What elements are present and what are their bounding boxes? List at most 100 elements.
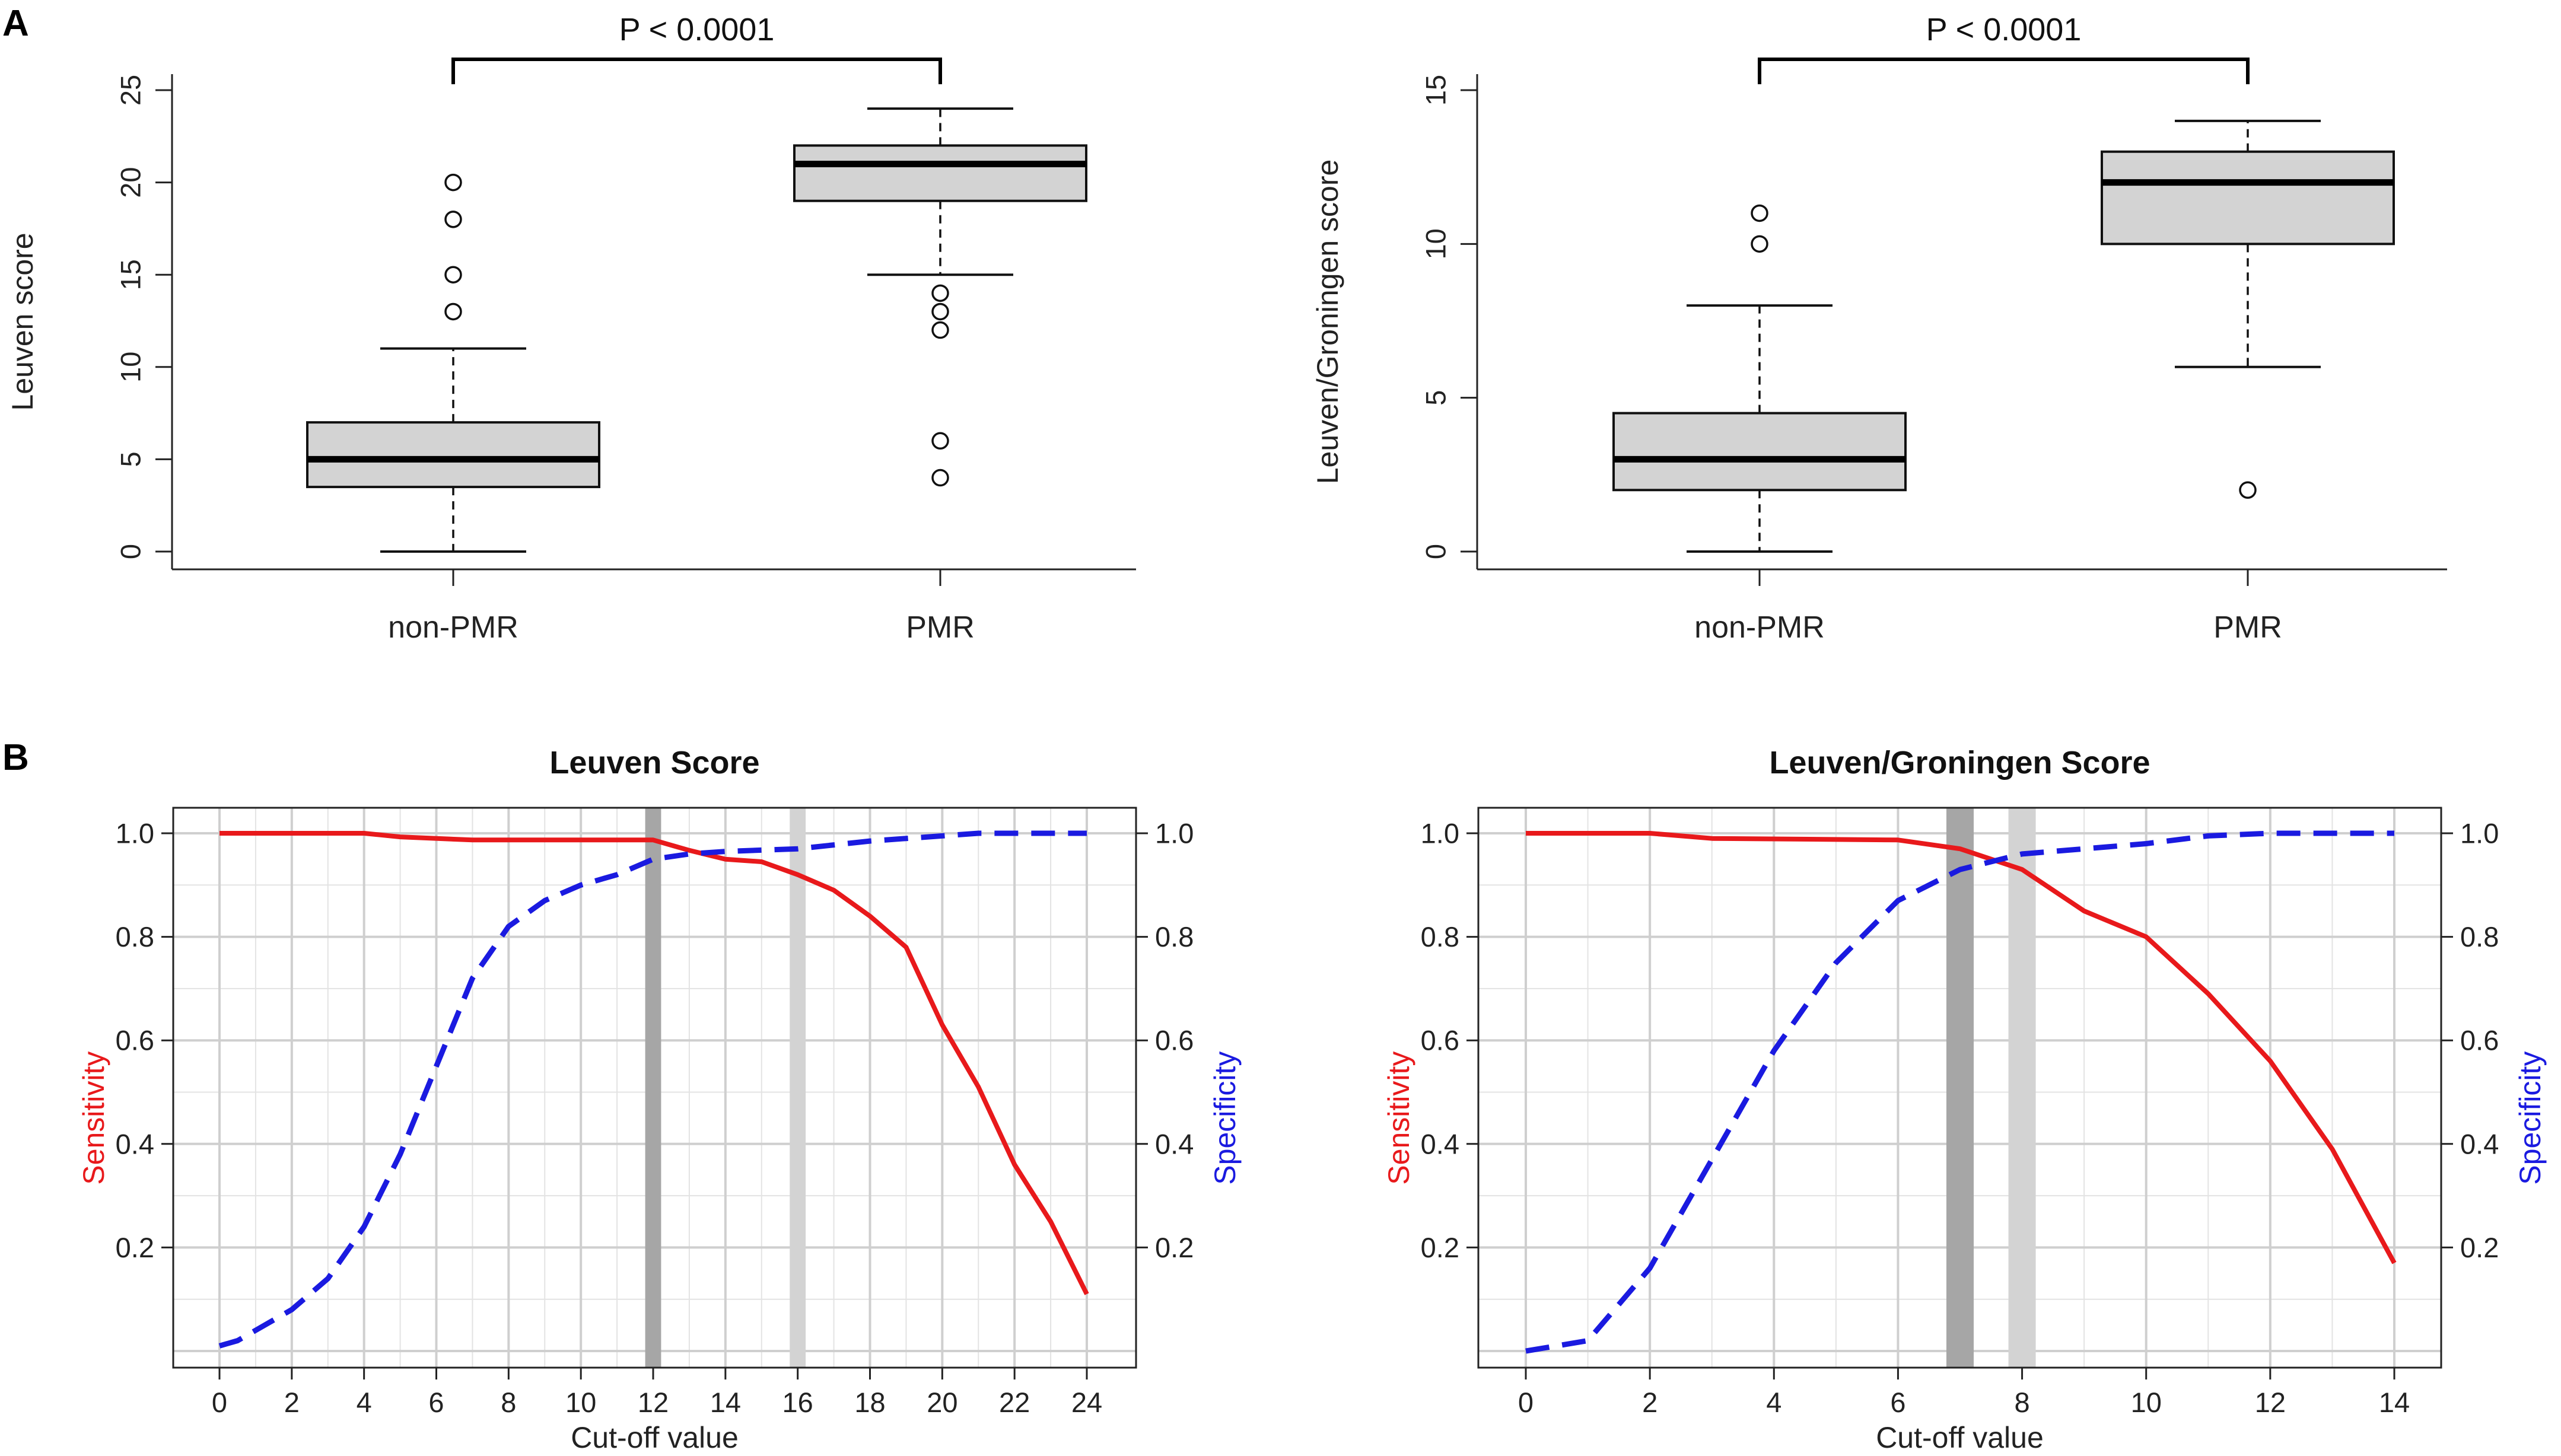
leuven-groningen-boxplot: 0 5 10 15 Leuven/Groningen score non-PMR PMR P … xyxy=(1311,12,2447,645)
leuven-score-cutoff-chart: 0 2 4 6 8 10 12 14 16 18 20 22 240.2 0.20.4 0.40.6 0.60… xyxy=(77,745,1242,1454)
box0-non-pmr-iqr-box xyxy=(306,421,600,489)
line1-right-y-tick-label: 1.0 xyxy=(2460,818,2499,849)
box0-y-tick-label: 10 xyxy=(115,352,147,383)
line0-sensitivity-axis-title: Sensitivity xyxy=(77,1052,110,1185)
line1-left-y-tick-label: 0.4 xyxy=(1421,1128,1459,1159)
line1-x-tick-label: 2 xyxy=(1642,1387,1658,1418)
line1-cutoff-band-light xyxy=(2008,808,2036,1368)
leuven-groningen-cutoff-chart: 0 2 4 6 8 10 12 14 0.2 0.2 0.4 0.4 0.6 0.6 0.8 0.8 1.0 1.… xyxy=(1382,745,2547,1454)
line0-left-y-tick-label: 0.4 xyxy=(116,1128,154,1159)
line1-x-axis-title: Cut-off value xyxy=(1876,1421,2044,1454)
line1-left-y-tick-label: 0.2 xyxy=(1421,1232,1459,1263)
line1-x-tick-label: 6 xyxy=(1890,1387,1905,1418)
panel-label-b: B xyxy=(2,737,29,778)
box1-y-tick-label: 10 xyxy=(1420,228,1452,259)
line0-x-tick-label: 24 xyxy=(1071,1387,1102,1418)
box0-y-tick-label: 5 xyxy=(115,451,147,467)
line0-right-y-tick-label: 0.8 xyxy=(1155,921,1194,952)
line1-left-y-tick-label: 0.8 xyxy=(1421,921,1459,952)
line0-right-y-tick-label: 0.2 xyxy=(1155,1232,1194,1263)
line0-left-y-tick-label: 0.8 xyxy=(116,921,154,952)
box1-non-pmr-outlier-point xyxy=(1751,235,1768,253)
line1-left-y-tick-label: 0.6 xyxy=(1421,1025,1459,1056)
box1-significance-label: P < 0.0001 xyxy=(1926,12,2082,47)
box0-non-pmr-outlier-point xyxy=(444,266,462,283)
box0-significance-label: P < 0.0001 xyxy=(619,12,775,47)
line1-x-tick-label: 8 xyxy=(2015,1387,2030,1418)
line0-x-tick-label: 14 xyxy=(710,1387,741,1418)
box0-non-pmr-outlier-point xyxy=(444,211,462,228)
box0-y-tick-label: 15 xyxy=(115,259,147,290)
line1-right-y-tick-label: 0.2 xyxy=(2460,1232,2499,1263)
box1-non-pmr-category-label: non-PMR xyxy=(1694,610,1825,645)
box1-pmr-category-label: PMR xyxy=(2213,610,2282,645)
line1-right-y-tick-label: 0.4 xyxy=(2460,1128,2499,1159)
panel-label-a: A xyxy=(2,3,29,44)
line0-left-y-tick-label: 0.6 xyxy=(116,1025,154,1056)
box0-y-tick-label: 25 xyxy=(115,75,147,106)
line0-right-y-tick-label: 0.4 xyxy=(1155,1128,1194,1159)
box0-pmr-outlier-point xyxy=(931,432,949,450)
line1-specificity-line xyxy=(1525,830,2394,1354)
line0-left-y-tick-label: 0.2 xyxy=(116,1232,154,1263)
line1-right-y-tick-label: 0.8 xyxy=(2460,921,2499,952)
box0-pmr-outlier-point xyxy=(931,284,949,302)
line1-chart-title: Leuven/Groningen Score xyxy=(1769,745,2150,780)
box0-non-pmr-category-label: non-PMR xyxy=(388,610,518,645)
line1-plot-frame xyxy=(1477,807,2442,1369)
line0-x-tick-label: 10 xyxy=(565,1387,596,1418)
box0-pmr-iqr-box xyxy=(793,144,1087,202)
box1-non-pmr-iqr-box xyxy=(1612,412,1907,492)
line0-x-tick-label: 8 xyxy=(501,1387,516,1418)
box1-y-tick-label: 0 xyxy=(1420,544,1452,559)
box1-pmr-iqr-box xyxy=(2101,150,2395,246)
box0-y-axis-title: Leuven score xyxy=(6,232,39,410)
box0-pmr-outlier-point xyxy=(931,321,949,339)
box1-y-tick-label: 15 xyxy=(1420,75,1452,106)
line0-x-tick-label: 18 xyxy=(854,1387,885,1418)
box1-pmr-outlier-point xyxy=(2239,481,2257,499)
line1-x-tick-label: 14 xyxy=(2379,1387,2410,1418)
line0-x-tick-label: 6 xyxy=(428,1387,444,1418)
box0-pmr-outlier-point xyxy=(931,302,949,321)
line0-x-tick-label: 2 xyxy=(284,1387,300,1418)
line0-specificity-axis-title: Specificity xyxy=(1208,1052,1242,1185)
line1-right-y-tick-label: 0.6 xyxy=(2460,1025,2499,1056)
line1-x-tick-label: 10 xyxy=(2131,1387,2162,1418)
line0-x-tick-label: 22 xyxy=(999,1387,1030,1418)
line1-left-y-tick-label: 1.0 xyxy=(1421,818,1459,849)
line0-x-tick-label: 20 xyxy=(927,1387,957,1418)
box0-pmr-category-label: PMR xyxy=(906,610,975,645)
line0-right-y-tick-label: 1.0 xyxy=(1155,818,1194,849)
line0-left-y-tick-label: 1.0 xyxy=(116,818,154,849)
line0-specificity-line xyxy=(218,830,1087,1349)
box0-non-pmr-outlier-point xyxy=(444,173,462,192)
line1-x-tick-label: 12 xyxy=(2255,1387,2286,1418)
line1-x-tick-label: 4 xyxy=(1766,1387,1781,1418)
line0-x-tick-label: 4 xyxy=(357,1387,372,1418)
line0-cutoff-band-light xyxy=(790,808,806,1368)
box0-pmr-outlier-point xyxy=(931,469,949,487)
box0-non-pmr-outlier-point xyxy=(444,302,462,321)
box0-y-tick-label: 0 xyxy=(115,544,147,559)
line0-chart-title: Leuven Score xyxy=(549,745,759,780)
box1-significance-bracket xyxy=(1758,58,2250,84)
line0-plot-frame xyxy=(172,807,1137,1369)
box1-non-pmr-outlier-point xyxy=(1751,204,1768,222)
box1-y-axis-title: Leuven/Groningen score xyxy=(1311,160,1344,485)
box1-y-tick-label: 5 xyxy=(1420,390,1452,406)
box0-significance-bracket xyxy=(451,58,942,84)
line1-sensitivity-line xyxy=(1526,831,2397,1264)
line0-cutoff-band-dark xyxy=(645,808,661,1368)
line1-specificity-axis-title: Specificity xyxy=(2514,1052,2547,1185)
line0-x-tick-label: 16 xyxy=(782,1387,813,1418)
line0-x-axis-title: Cut-off value xyxy=(571,1421,739,1454)
box0-y-tick-label: 20 xyxy=(115,167,147,197)
line0-right-y-tick-label: 0.6 xyxy=(1155,1025,1194,1056)
leuven-boxplot: 0 5 10 15 20 25 Leuven score non-PMR PMR P < 0.00… xyxy=(6,12,1136,645)
line1-cutoff-band-dark xyxy=(1946,808,1974,1368)
line0-sensitivity-line xyxy=(219,831,1089,1295)
line0-x-tick-label: 0 xyxy=(212,1387,227,1418)
line1-sensitivity-axis-title: Sensitivity xyxy=(1382,1052,1415,1185)
